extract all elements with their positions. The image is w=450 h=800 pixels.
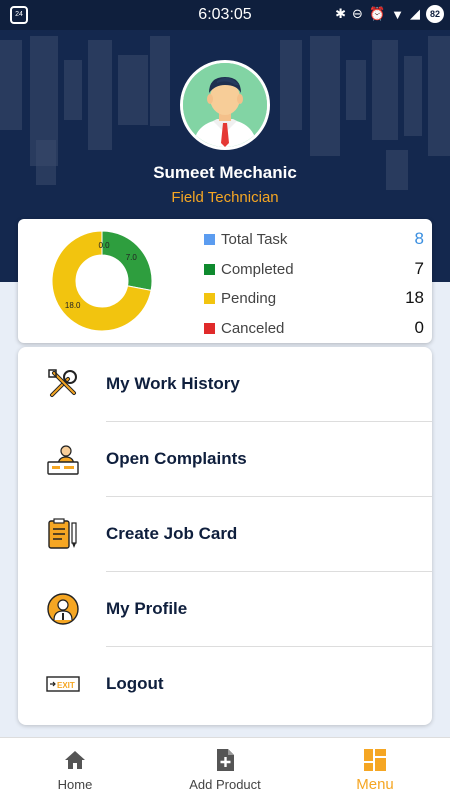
status-icons: ✱ ⊖ ⏰ ▼ ◢ 82 bbox=[335, 5, 444, 23]
task-donut-chart: 7.0 18.0 0.0 bbox=[51, 230, 153, 332]
menu-item-label: Create Job Card bbox=[106, 524, 238, 543]
stat-canceled[interactable]: Canceled 0 bbox=[204, 318, 424, 348]
skyline-decoration bbox=[404, 56, 422, 136]
skyline-decoration bbox=[280, 40, 302, 130]
wifi-icon: ▼ bbox=[391, 6, 404, 22]
stat-value: 18 bbox=[405, 288, 424, 307]
menu-divider bbox=[106, 496, 432, 497]
task-stats-card: 7.0 18.0 0.0 Total Task 8 Completed 7 Pend… bbox=[18, 219, 432, 343]
skyline-decoration bbox=[150, 36, 170, 126]
avatar-person-icon bbox=[183, 63, 267, 147]
grid-menu-icon bbox=[364, 749, 386, 771]
skyline-decoration bbox=[428, 36, 450, 156]
profile-icon bbox=[47, 593, 79, 625]
status-bar: 24 6:03:05 ✱ ⊖ ⏰ ▼ ◢ 82 bbox=[0, 0, 450, 30]
exit-sign-text: EXIT bbox=[57, 681, 75, 690]
legend-swatch-red bbox=[204, 322, 215, 334]
skyline-decoration bbox=[372, 40, 398, 140]
legend-swatch-yellow bbox=[204, 293, 215, 304]
skyline-decoration bbox=[346, 60, 366, 120]
bluetooth-icon: ✱ bbox=[335, 6, 347, 21]
legend-swatch-green bbox=[204, 263, 215, 275]
donut-slice-pending bbox=[51, 230, 152, 332]
stat-label: Total Task bbox=[221, 231, 288, 248]
stat-label: Completed bbox=[221, 260, 294, 278]
donut-data-label: 18.0 bbox=[65, 301, 81, 310]
stat-value: 7 bbox=[414, 258, 424, 278]
nav-label: Home bbox=[57, 777, 93, 792]
stat-total-task[interactable]: Total Task 8 bbox=[204, 229, 424, 259]
profile-name: Sumeet Mechanic bbox=[153, 163, 297, 182]
stat-label: Pending bbox=[221, 290, 277, 307]
menu-item-create-job-card[interactable]: Create Job Card bbox=[18, 497, 432, 572]
bottom-nav: Home Add Product Menu bbox=[0, 737, 450, 800]
status-time: 6:03:05 bbox=[198, 6, 252, 23]
nav-label: Menu bbox=[356, 776, 394, 793]
skyline-decoration bbox=[36, 140, 56, 185]
add-document-icon bbox=[217, 749, 234, 771]
exit-icon: EXIT bbox=[46, 676, 80, 692]
donut-data-label: 7.0 bbox=[126, 253, 138, 262]
signal-icon: ◢ bbox=[410, 6, 420, 21]
stat-label: Canceled bbox=[221, 319, 285, 337]
skyline-decoration bbox=[310, 36, 340, 156]
menu-item-label: Logout bbox=[106, 674, 164, 693]
menu-item-work-history[interactable]: My Work History bbox=[18, 347, 432, 422]
home-icon bbox=[65, 751, 85, 769]
alarm-icon: ⏰ bbox=[368, 6, 386, 21]
avatar[interactable] bbox=[180, 60, 270, 150]
nav-menu[interactable]: Menu bbox=[300, 738, 450, 800]
dnd-icon: ⊖ bbox=[352, 6, 363, 21]
battery-icon: 82 bbox=[426, 5, 444, 23]
menu-divider bbox=[106, 421, 432, 422]
stat-value: 0 bbox=[414, 317, 424, 337]
complaints-icon bbox=[47, 445, 79, 475]
skyline-decoration bbox=[118, 55, 148, 125]
menu-divider bbox=[106, 646, 432, 647]
profile-role: Field Technician bbox=[171, 189, 279, 206]
menu-item-open-complaints[interactable]: Open Complaints bbox=[18, 422, 432, 497]
job-card-icon bbox=[48, 518, 77, 549]
stat-completed[interactable]: Completed 7 bbox=[204, 259, 424, 289]
skyline-decoration bbox=[88, 40, 112, 150]
menu-item-label: My Work History bbox=[106, 374, 240, 393]
nav-add-product[interactable]: Add Product bbox=[150, 738, 300, 800]
stats-legend: Total Task 8 Completed 7 Pending 18 Canc… bbox=[204, 229, 424, 347]
menu-item-logout[interactable]: EXIT Logout bbox=[18, 647, 432, 722]
stat-pending[interactable]: Pending 18 bbox=[204, 288, 424, 318]
main-menu: My Work History Open Complaints Create J… bbox=[18, 347, 432, 725]
stat-value: 8 bbox=[414, 229, 424, 248]
nav-home[interactable]: Home bbox=[0, 738, 150, 800]
menu-item-label: Open Complaints bbox=[106, 449, 247, 468]
skyline-decoration bbox=[386, 150, 408, 190]
nav-label: Add Product bbox=[189, 777, 261, 792]
app-notification-icon: 24 bbox=[10, 6, 28, 24]
skyline-decoration bbox=[64, 60, 82, 120]
donut-data-label: 0.0 bbox=[98, 241, 110, 250]
tools-icon bbox=[48, 369, 77, 397]
skyline-decoration bbox=[0, 40, 22, 130]
legend-swatch-blue bbox=[204, 234, 215, 245]
menu-item-label: My Profile bbox=[106, 599, 188, 618]
menu-divider bbox=[106, 571, 432, 572]
menu-item-my-profile[interactable]: My Profile bbox=[18, 572, 432, 647]
